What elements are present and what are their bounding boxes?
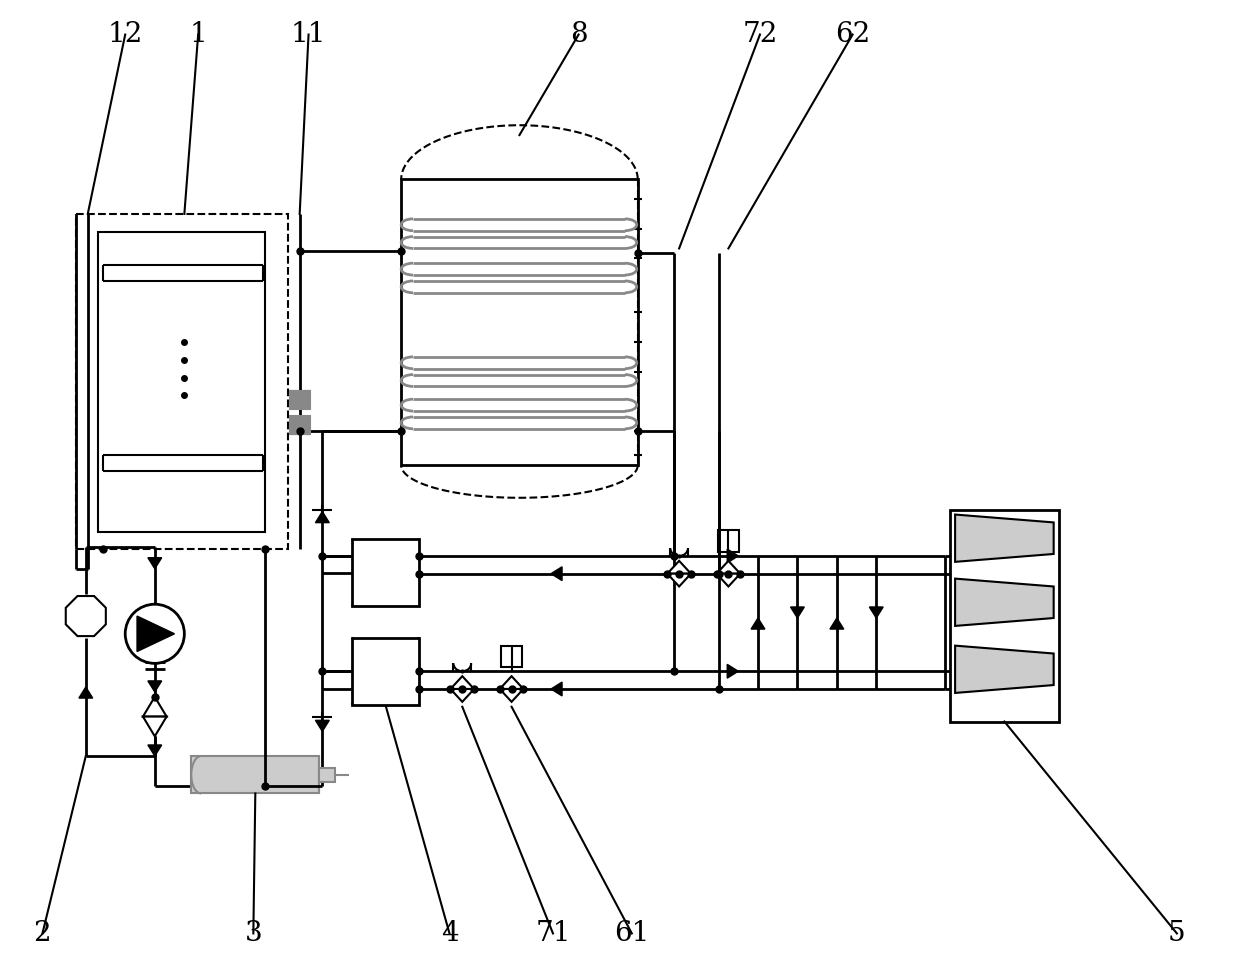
Polygon shape	[66, 596, 105, 636]
Polygon shape	[551, 567, 562, 581]
Bar	[320, 768, 335, 781]
Polygon shape	[869, 607, 883, 618]
Polygon shape	[79, 687, 93, 698]
Text: 62: 62	[835, 21, 870, 48]
Text: 71: 71	[536, 920, 570, 947]
Text: 61: 61	[614, 920, 650, 947]
Bar	[950, 510, 1059, 722]
Polygon shape	[727, 549, 738, 563]
Bar	[352, 638, 419, 705]
Text: 72: 72	[743, 21, 777, 48]
Polygon shape	[148, 557, 161, 569]
Bar	[402, 180, 637, 466]
Polygon shape	[500, 676, 523, 689]
Bar	[352, 539, 419, 607]
Bar	[98, 232, 265, 532]
Polygon shape	[138, 616, 175, 651]
Text: 1: 1	[190, 21, 207, 48]
Bar	[76, 213, 288, 549]
Bar	[718, 530, 739, 552]
Circle shape	[125, 604, 185, 664]
Text: 8: 8	[570, 21, 588, 48]
Text: 12: 12	[108, 21, 143, 48]
Polygon shape	[315, 721, 330, 731]
Polygon shape	[667, 561, 691, 574]
Text: 3: 3	[244, 920, 262, 947]
Polygon shape	[717, 561, 740, 574]
Polygon shape	[143, 696, 166, 717]
Bar	[290, 391, 310, 409]
Polygon shape	[751, 618, 765, 629]
Text: 11: 11	[291, 21, 326, 48]
Polygon shape	[551, 682, 562, 696]
Polygon shape	[955, 645, 1054, 693]
Polygon shape	[717, 574, 740, 586]
Polygon shape	[727, 665, 738, 678]
Polygon shape	[450, 676, 474, 689]
Polygon shape	[315, 512, 330, 523]
Polygon shape	[450, 689, 474, 702]
Bar	[290, 416, 310, 434]
Bar	[191, 756, 320, 793]
Polygon shape	[148, 745, 161, 756]
Polygon shape	[830, 618, 843, 629]
Text: 5: 5	[1168, 920, 1185, 947]
Polygon shape	[955, 515, 1054, 562]
Polygon shape	[791, 607, 805, 618]
Bar	[501, 645, 522, 668]
Text: 4: 4	[440, 920, 459, 947]
Polygon shape	[955, 579, 1054, 626]
Polygon shape	[148, 681, 161, 692]
Polygon shape	[500, 689, 523, 702]
Text: 2: 2	[33, 920, 51, 947]
Polygon shape	[143, 717, 166, 736]
Polygon shape	[667, 574, 691, 586]
